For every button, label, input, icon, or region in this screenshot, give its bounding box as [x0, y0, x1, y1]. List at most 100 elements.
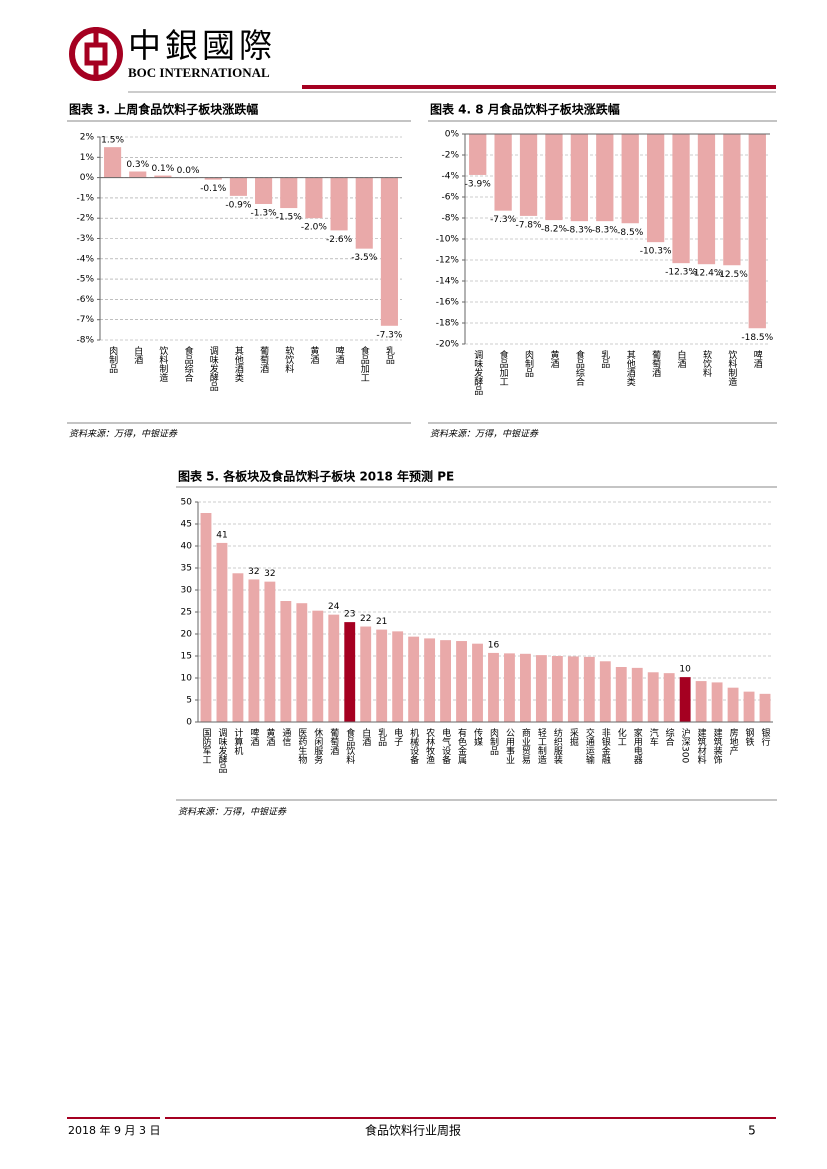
x-tick-label: 计算机 [232, 727, 243, 756]
y-tick-label: 0% [445, 130, 460, 140]
x-tick-label: 房地产 [728, 727, 739, 756]
y-tick-label: -12% [436, 256, 460, 266]
x-tick-label: 啤酒 [248, 727, 259, 747]
x-tick-label: 乳品 [376, 727, 387, 747]
y-tick-label: 45 [181, 520, 192, 530]
bar [104, 147, 122, 178]
bar [723, 134, 741, 266]
bar [695, 681, 707, 722]
bar [727, 687, 739, 722]
bar [494, 134, 512, 211]
bar [328, 614, 340, 722]
x-tick-label: 机械设备 [408, 727, 419, 764]
x-tick-label: 食品饮料 [344, 727, 355, 765]
x-tick-label: 传媒 [472, 727, 483, 747]
data-label: 0.3% [126, 160, 149, 170]
y-tick-label: -7% [76, 315, 94, 325]
footer-date: 2018 年 9 月 3 日 [68, 1123, 160, 1137]
bar [305, 177, 323, 219]
bar [596, 134, 614, 222]
x-tick-label: 建筑材料 [696, 727, 707, 765]
y-tick-label: 2% [80, 133, 95, 143]
x-tick-label: 软饮料 [283, 345, 294, 374]
y-tick-label: 10 [181, 674, 193, 684]
bar [408, 636, 420, 722]
bar [520, 653, 531, 722]
logo [69, 27, 123, 81]
x-tick-label: 建筑装饰 [712, 727, 723, 765]
bar [583, 656, 595, 722]
data-label: 0.0% [177, 166, 200, 176]
data-label: 24 [328, 602, 340, 612]
bar [679, 677, 691, 722]
data-label: -7.3% [376, 330, 403, 340]
x-tick-label: 其他酒类 [233, 346, 244, 383]
x-tick-label: 医药生物 [296, 728, 307, 765]
data-label: -18.5% [741, 333, 773, 343]
x-tick-label: 化工 [616, 727, 627, 746]
data-label: 21 [376, 617, 387, 627]
bar [129, 171, 147, 178]
data-label: 22 [360, 614, 371, 624]
y-tick-label: -5% [76, 275, 94, 285]
bar [647, 672, 659, 722]
source-note: 资料来源：万得，中银证券 [178, 807, 287, 818]
footer-title: 食品饮料行业周报 [365, 1123, 461, 1138]
brand-en: BOC INTERNATIONAL [128, 65, 270, 80]
y-tick-label: 15 [181, 652, 192, 662]
page-number: 5 [748, 1124, 756, 1138]
header-rule [302, 85, 776, 89]
data-label: -12.5% [716, 270, 748, 280]
data-label: -8.5% [617, 228, 644, 238]
x-tick-label: 白酒 [360, 727, 371, 747]
y-tick-label: 5 [186, 696, 192, 706]
bar [456, 641, 467, 722]
x-tick-label: 纺织服装 [552, 727, 563, 765]
x-tick-label: 黄酒 [308, 345, 319, 365]
y-tick-label: -20% [436, 340, 460, 350]
logo-square [84, 42, 108, 66]
bar [599, 661, 611, 722]
x-tick-label: 肉制品 [523, 349, 534, 378]
bar [312, 610, 324, 722]
x-tick-label: 乳品 [599, 349, 610, 369]
bar [296, 603, 308, 722]
data-label: -1.3% [251, 208, 278, 218]
x-tick-label: 调味发酵品 [216, 728, 227, 774]
x-tick-label: 葡萄酒 [650, 349, 661, 378]
x-tick-label: 白酒 [132, 345, 143, 365]
data-label: 32 [248, 567, 259, 577]
bar [570, 134, 589, 222]
y-tick-label: -14% [436, 277, 460, 287]
data-label: 16 [488, 640, 500, 650]
y-tick-label: -3% [76, 234, 94, 244]
x-tick-label: 白酒 [676, 349, 687, 369]
bar [264, 581, 276, 722]
x-tick-label: 食品加工 [498, 349, 509, 386]
y-tick-label: -6% [76, 295, 94, 305]
y-tick-label: 20 [181, 630, 193, 640]
y-tick-label: 0 [186, 718, 192, 728]
x-tick-label: 采掘 [568, 728, 579, 747]
x-tick-label: 食品综合 [183, 345, 194, 383]
x-tick-label: 银行 [760, 727, 771, 747]
x-tick-label: 饮料制造 [726, 349, 737, 387]
data-label: -12.3% [665, 268, 697, 278]
bar [344, 622, 356, 722]
y-tick-label: -2% [441, 151, 459, 161]
x-tick-label: 啤酒 [752, 349, 763, 369]
y-tick-label: -1% [76, 193, 94, 203]
data-label: -8.3% [566, 226, 593, 236]
x-tick-label: 肉制品 [107, 345, 118, 374]
chart-title: 图表 4. 8 月食品饮料子板块涨跌幅 [430, 102, 620, 117]
data-label: -2.6% [326, 235, 353, 245]
x-tick-label: 农林牧渔 [424, 727, 435, 764]
x-tick-label: 食品综合 [574, 349, 585, 387]
y-tick-label: -10% [436, 235, 460, 245]
bar [248, 579, 260, 722]
bar [748, 134, 766, 329]
y-tick-label: 0% [80, 173, 95, 183]
y-tick-label: -4% [76, 254, 94, 264]
x-tick-label: 软饮料 [701, 349, 712, 378]
data-label: -8.2% [541, 225, 568, 235]
